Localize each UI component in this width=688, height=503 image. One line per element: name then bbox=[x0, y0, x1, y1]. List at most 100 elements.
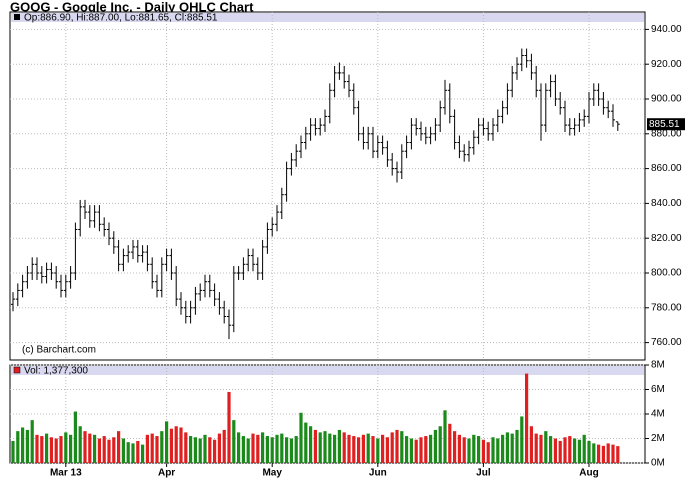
legend-text: Op:886.90, Hi:887.00, Lo:881.65, Cl:885.… bbox=[24, 13, 218, 24]
volume-bar bbox=[25, 429, 29, 463]
x-tick-label: Mar 13 bbox=[50, 468, 82, 479]
x-tick-label: Jun bbox=[369, 468, 387, 479]
volume-bar bbox=[246, 438, 250, 463]
x-tick-label: Apr bbox=[158, 468, 175, 479]
volume-bar bbox=[592, 443, 596, 463]
volume-bar bbox=[601, 445, 605, 463]
volume-bar bbox=[265, 436, 269, 463]
legend-band bbox=[11, 13, 644, 22]
volume-bar bbox=[275, 434, 279, 463]
volume-bar bbox=[414, 439, 418, 463]
volume-bar bbox=[457, 434, 461, 463]
volume-bar bbox=[189, 436, 193, 463]
volume-bar bbox=[40, 436, 44, 463]
volume-bar bbox=[289, 438, 293, 463]
volume-bar bbox=[361, 434, 365, 463]
volume-bar bbox=[126, 442, 130, 463]
volume-bar bbox=[467, 438, 471, 463]
volume-bar bbox=[558, 440, 562, 463]
y-tick-label: 860.00 bbox=[651, 163, 682, 174]
volume-bar bbox=[141, 444, 145, 463]
volume-bar bbox=[304, 422, 308, 463]
volume-bar bbox=[256, 434, 260, 463]
last-price-badge bbox=[647, 118, 685, 131]
volume-bar bbox=[241, 436, 245, 463]
volume-bar bbox=[539, 434, 543, 463]
volume-bar bbox=[309, 426, 313, 463]
legend-band bbox=[11, 366, 644, 375]
y-tick-label: 0M bbox=[651, 458, 665, 469]
y-tick-label: 4M bbox=[651, 409, 665, 420]
volume-bar bbox=[371, 436, 375, 463]
volume-bar bbox=[481, 439, 485, 463]
volume-bar bbox=[184, 432, 188, 463]
x-tick-label: May bbox=[262, 468, 282, 479]
volume-bar bbox=[78, 426, 82, 463]
volume-bar bbox=[573, 438, 577, 463]
volume-bar bbox=[347, 434, 351, 463]
volume-bar bbox=[64, 432, 68, 463]
volume-bar bbox=[486, 442, 490, 463]
volume-bar bbox=[193, 437, 197, 463]
volume-bar bbox=[520, 416, 524, 463]
volume-bar bbox=[419, 437, 423, 463]
volume-bar bbox=[477, 436, 481, 463]
volume-bar bbox=[616, 446, 620, 463]
volume-bar bbox=[333, 434, 337, 463]
volume-bar bbox=[261, 432, 265, 463]
volume-bar bbox=[409, 438, 413, 463]
volume-bar bbox=[121, 438, 125, 463]
volume-bar bbox=[208, 437, 212, 463]
volume-bar bbox=[611, 444, 615, 463]
volume-bar bbox=[54, 438, 58, 463]
volume-bar bbox=[328, 433, 332, 463]
volume-bar bbox=[443, 410, 447, 463]
volume-bar bbox=[577, 439, 581, 463]
volume-bar bbox=[549, 436, 553, 463]
volume-bar bbox=[390, 432, 394, 463]
volume-bar bbox=[227, 391, 231, 463]
x-tick-label: Jul bbox=[476, 468, 491, 479]
volume-bar bbox=[217, 433, 221, 463]
volume-bar bbox=[160, 431, 164, 463]
volume-bar bbox=[544, 431, 548, 463]
volume-bar bbox=[496, 438, 500, 463]
y-tick-label: 2M bbox=[651, 433, 665, 444]
volume-bar bbox=[179, 427, 183, 463]
volume-bar bbox=[213, 439, 217, 463]
volume-bar bbox=[112, 437, 116, 463]
volume-bar bbox=[366, 433, 370, 463]
volume-bar bbox=[69, 434, 73, 463]
volume-bar bbox=[587, 440, 591, 463]
volume-bar bbox=[405, 436, 409, 463]
legend-text: Vol: 1,377,300 bbox=[24, 366, 88, 377]
volume-bar bbox=[385, 437, 389, 463]
volume-bar bbox=[313, 429, 317, 463]
volume-bar bbox=[395, 429, 399, 463]
volume-bar bbox=[11, 440, 15, 463]
y-tick-label: 820.00 bbox=[651, 233, 682, 244]
volume-bar bbox=[472, 434, 476, 463]
volume-bar bbox=[73, 411, 77, 463]
volume-bar bbox=[563, 437, 567, 463]
volume-bar bbox=[568, 436, 572, 463]
volume-bar bbox=[16, 431, 20, 463]
volume-bar bbox=[582, 434, 586, 463]
volume-bar bbox=[222, 429, 226, 463]
volume-bar bbox=[237, 432, 241, 463]
volume-bar bbox=[165, 421, 169, 463]
volume-bar bbox=[107, 439, 111, 463]
volume-bar bbox=[88, 433, 92, 463]
y-tick-label: 6M bbox=[651, 384, 665, 395]
volume-bar bbox=[597, 444, 601, 463]
volume-bar bbox=[510, 433, 514, 463]
volume-bar bbox=[352, 436, 356, 463]
volume-bar bbox=[448, 423, 452, 463]
volume-bar bbox=[145, 434, 149, 463]
volume-bar bbox=[342, 432, 346, 463]
volume-bar bbox=[491, 437, 495, 463]
volume-bar bbox=[21, 427, 25, 463]
volume-bar bbox=[251, 433, 255, 463]
volume-bar bbox=[376, 438, 380, 463]
